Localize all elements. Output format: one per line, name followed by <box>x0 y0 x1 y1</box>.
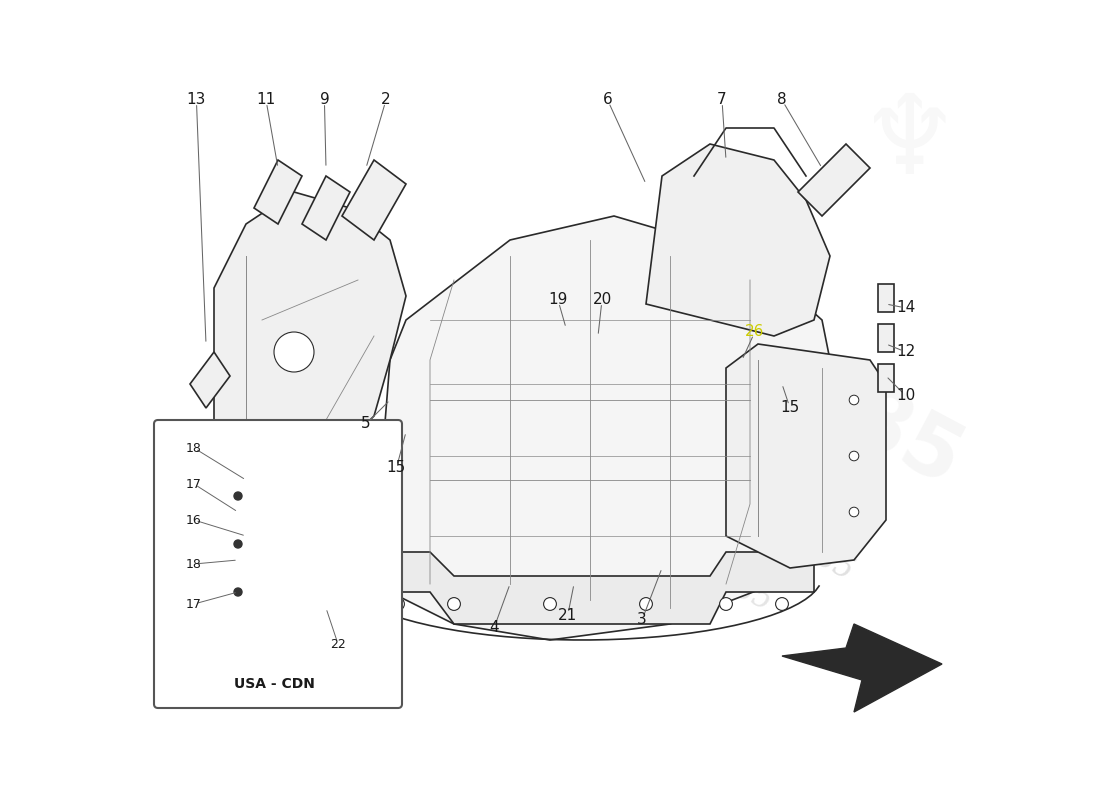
Text: 2: 2 <box>382 93 390 107</box>
Text: 26: 26 <box>745 325 764 339</box>
Text: 10: 10 <box>896 389 915 403</box>
Circle shape <box>234 540 242 548</box>
Circle shape <box>776 598 789 610</box>
Circle shape <box>543 598 557 610</box>
Circle shape <box>849 395 859 405</box>
Text: 21: 21 <box>558 609 578 623</box>
Polygon shape <box>190 352 230 408</box>
Polygon shape <box>878 324 894 352</box>
Circle shape <box>849 507 859 517</box>
Circle shape <box>234 588 242 596</box>
Polygon shape <box>726 344 886 568</box>
Polygon shape <box>342 160 406 240</box>
Text: 14: 14 <box>896 301 915 315</box>
Text: 18: 18 <box>186 558 202 570</box>
Polygon shape <box>350 552 814 624</box>
Polygon shape <box>878 364 894 392</box>
Text: USA - CDN: USA - CDN <box>233 677 315 691</box>
Circle shape <box>448 598 461 610</box>
Text: ♆: ♆ <box>860 90 960 198</box>
Polygon shape <box>782 624 942 712</box>
Circle shape <box>719 598 733 610</box>
Polygon shape <box>646 144 830 336</box>
Text: 15: 15 <box>387 461 406 475</box>
Text: since 1985: since 1985 <box>612 518 777 618</box>
Text: 16: 16 <box>186 514 202 526</box>
Circle shape <box>849 451 859 461</box>
Text: 13: 13 <box>187 93 206 107</box>
Polygon shape <box>374 216 830 640</box>
Circle shape <box>274 332 313 372</box>
FancyBboxPatch shape <box>154 420 402 708</box>
Text: 22: 22 <box>330 638 345 650</box>
Text: 20: 20 <box>593 293 612 307</box>
Circle shape <box>392 598 405 610</box>
Circle shape <box>639 598 652 610</box>
Text: 3: 3 <box>637 613 647 627</box>
Circle shape <box>234 492 242 500</box>
Text: 17: 17 <box>186 478 202 490</box>
Polygon shape <box>798 144 870 216</box>
Text: 4: 4 <box>490 621 498 635</box>
Text: 11: 11 <box>256 93 276 107</box>
Text: 19: 19 <box>548 293 568 307</box>
Text: 9: 9 <box>319 93 329 107</box>
Text: 15: 15 <box>780 401 800 415</box>
Polygon shape <box>254 160 303 224</box>
Text: 6: 6 <box>603 93 613 107</box>
Text: 5: 5 <box>361 417 371 431</box>
Polygon shape <box>214 192 406 480</box>
Text: 12: 12 <box>896 345 915 359</box>
Polygon shape <box>878 284 894 312</box>
Text: 18: 18 <box>186 442 202 454</box>
Polygon shape <box>302 176 350 240</box>
Text: 1985: 1985 <box>733 326 976 506</box>
Text: 8: 8 <box>778 93 786 107</box>
Text: 7: 7 <box>717 93 727 107</box>
Text: 17: 17 <box>186 598 202 610</box>
Text: a passion for parts since 1985: a passion for parts since 1985 <box>433 341 859 587</box>
Text: a passion for parts: a passion for parts <box>502 435 726 557</box>
